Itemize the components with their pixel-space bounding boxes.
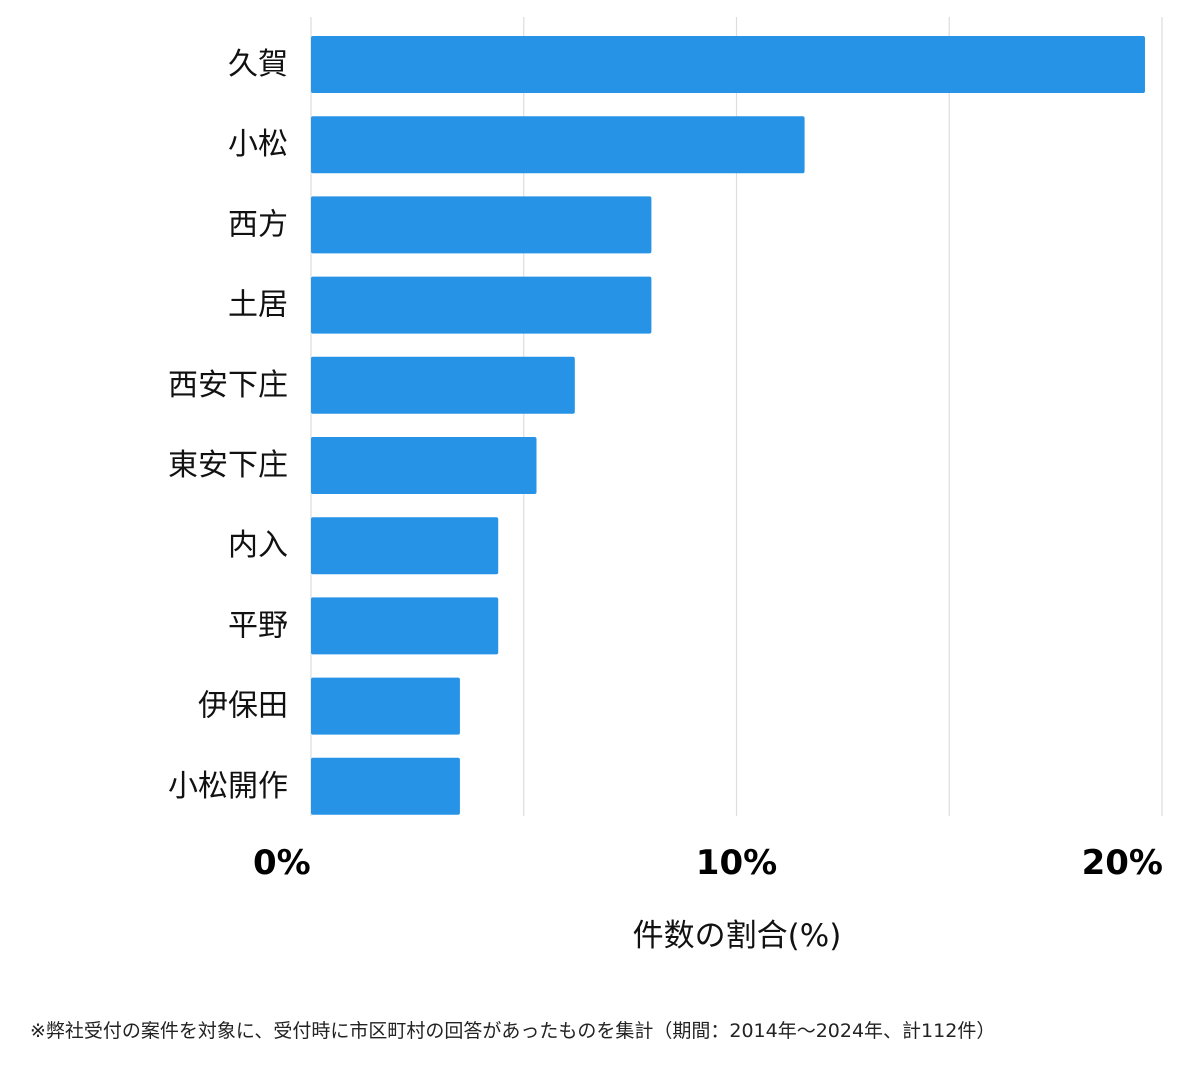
category-label: 東安下庄: [168, 448, 288, 483]
x-tick-label: 20%: [1082, 843, 1163, 883]
category-label: 伊保田: [198, 689, 288, 724]
category-label: 平野: [228, 608, 288, 643]
bar: [311, 196, 652, 254]
category-label: 久賀: [228, 47, 288, 82]
x-tick-label: 10%: [696, 843, 777, 883]
bar: [311, 356, 575, 414]
category-label: 小松開作: [168, 769, 288, 804]
bar: [311, 517, 499, 575]
category-label: 西方: [228, 207, 288, 242]
category-label: 西安下庄: [168, 368, 288, 403]
bar: [311, 757, 460, 815]
category-label: 内入: [228, 528, 288, 563]
bar: [311, 36, 1145, 93]
bar: [311, 276, 652, 334]
x-tick-labels: 0% 10% 20%: [253, 843, 1163, 883]
footnote: ※弊社受付の案件を対象に、受付時に市区町村の回答があったものを集計（期間：201…: [30, 1020, 996, 1042]
bar: [311, 597, 499, 655]
bar: [311, 116, 805, 174]
category-label: 土居: [228, 288, 288, 323]
bar: [311, 437, 537, 494]
x-tick-label: 0%: [253, 843, 311, 883]
category-label: 小松: [228, 127, 288, 162]
bar: [311, 677, 460, 735]
x-axis-title: 件数の割合(%): [633, 918, 842, 954]
bars: [311, 36, 1145, 815]
